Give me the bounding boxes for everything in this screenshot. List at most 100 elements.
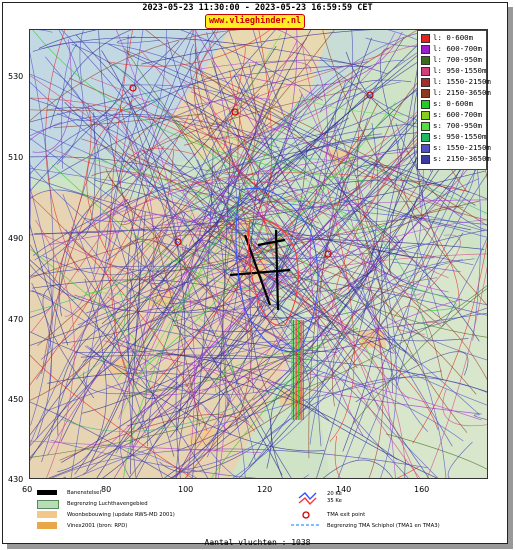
flight-track (298, 30, 354, 159)
flight-track (233, 288, 406, 461)
flight-track (30, 215, 273, 313)
flight-track (105, 133, 382, 262)
flight-track (237, 98, 336, 324)
flight-track (51, 164, 267, 291)
flight-track (106, 305, 365, 396)
flight-track (215, 346, 329, 397)
flight-track (271, 198, 429, 338)
flight-track (233, 74, 419, 365)
x-tick-120: 120 (257, 485, 273, 494)
residential-patch (360, 330, 386, 348)
flight-track (56, 30, 84, 165)
flight-track (57, 278, 107, 473)
flight-track (30, 40, 180, 192)
flight-track (207, 240, 340, 338)
flight-track (30, 65, 371, 123)
runway-swatch (37, 490, 57, 495)
flight-track (30, 137, 487, 406)
flight-track (119, 259, 173, 478)
flight-track (30, 30, 241, 122)
flight-track (206, 32, 240, 364)
flight-track (334, 435, 419, 478)
flight-track (409, 286, 457, 312)
flight-track (371, 160, 460, 312)
flight-track (360, 280, 429, 432)
flight-track (61, 361, 322, 433)
flight-track (53, 149, 307, 184)
flight-track (85, 117, 335, 314)
flight-track (280, 206, 464, 326)
flight-track (30, 117, 349, 461)
flight-track (126, 153, 477, 395)
flight-track (202, 32, 396, 141)
flight-track (186, 101, 472, 231)
flight-track (74, 294, 128, 311)
flight-track (355, 351, 469, 403)
map-key-label: Begrenzing TMA Schiphol (TMA1 en TMA3) (327, 523, 440, 529)
flight-track (30, 52, 54, 426)
flight-track (109, 30, 133, 384)
flight-track (30, 265, 487, 316)
map-key-label: Begrenzing Luchthavengebied (67, 501, 148, 507)
legend-item: s: 600-700m (421, 110, 482, 120)
flight-track (32, 39, 72, 153)
contour-icon (298, 492, 317, 506)
flight-track (30, 97, 333, 327)
x-tick-80: 80 (101, 485, 112, 494)
map-key-label: Banenstelsel (67, 490, 101, 496)
flight-track (159, 448, 252, 473)
map-key-label: 35 Ke (327, 498, 342, 504)
flight-track (84, 291, 234, 384)
legend-swatch (421, 154, 430, 164)
flight-track (441, 125, 487, 327)
flight-track (30, 244, 84, 301)
flight-track (30, 128, 480, 415)
flight-track (135, 195, 293, 376)
flight-track (361, 252, 384, 478)
legend-item: s: 2150-3650m (421, 154, 491, 164)
flight-track (30, 440, 262, 454)
flight-track (342, 213, 383, 452)
residential-patch (190, 430, 216, 446)
y-tick-470: 470 (8, 315, 24, 324)
legend-swatch (421, 110, 430, 120)
tma-exit-point (129, 84, 137, 92)
flight-track (123, 101, 299, 478)
runway (229, 229, 291, 311)
flight-track (301, 43, 449, 279)
flight-track (416, 234, 461, 302)
legend-item: l: 950-1550m (421, 66, 486, 76)
flight-track (30, 176, 428, 236)
flight-track-map[interactable] (29, 29, 488, 479)
flight-track (47, 61, 369, 181)
flight-track (86, 97, 137, 257)
flight-track (63, 249, 175, 457)
flight-track (62, 193, 163, 478)
flight-track (32, 289, 232, 436)
flight-track (198, 60, 312, 72)
flight-track (127, 97, 292, 478)
flight-track (155, 85, 480, 342)
flight-track (172, 33, 282, 299)
flight-track (145, 30, 487, 221)
flight-track (40, 233, 289, 341)
flight-track (249, 238, 485, 250)
flight-track (162, 146, 479, 314)
legend-item: l: 2150-3650m (421, 88, 491, 98)
flight-track (334, 59, 405, 194)
brand-badge[interactable]: www.vlieghinder.nl (205, 14, 305, 29)
flight-track (42, 283, 95, 399)
flight-count: Aantal vluchten : 1038 (204, 538, 311, 547)
flight-track (243, 261, 439, 431)
flight-track (211, 333, 331, 478)
flight-track (30, 113, 190, 386)
flight-track (113, 279, 216, 335)
noise-contour-35ke (247, 218, 299, 327)
flight-track (61, 43, 78, 169)
flight-track (157, 145, 487, 418)
flight-track (322, 459, 393, 478)
flight-track (30, 164, 302, 359)
altitude-legend: l: 0-600m l: 600-700m l: 700-950m l: 950… (417, 30, 491, 170)
flight-track (32, 279, 315, 334)
flight-track (30, 30, 276, 277)
